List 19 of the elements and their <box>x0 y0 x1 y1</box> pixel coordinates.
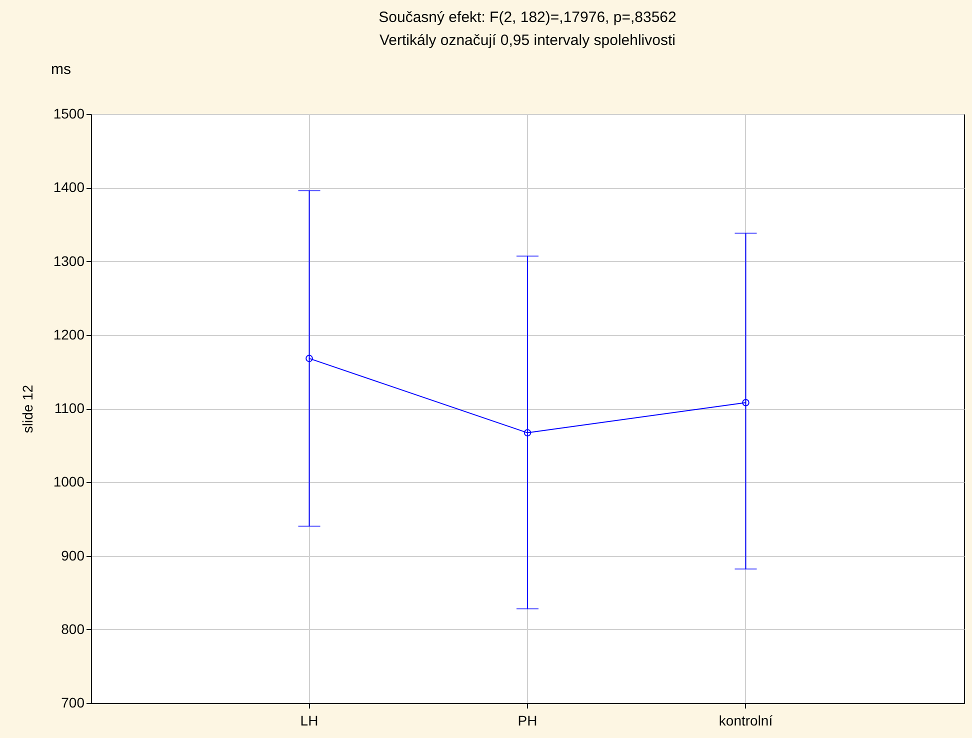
x-tick-label: LH <box>300 712 318 728</box>
chart-subtitle: Vertikály označují 0,95 intervaly spolehlivosti <box>380 32 676 49</box>
y-tick-label: 1100 <box>54 400 85 416</box>
y-tick-label: 1500 <box>53 106 85 122</box>
y-tick-label: 1400 <box>53 179 85 196</box>
y-tick-label: 1300 <box>53 252 85 269</box>
y-tick-label: 1200 <box>53 326 85 342</box>
point <box>742 398 750 406</box>
point <box>524 429 532 436</box>
x-tick-label: PH <box>518 712 538 728</box>
y-tick-label: 1000 <box>53 474 85 490</box>
y-axis-title: slide 12 <box>19 384 36 434</box>
chart-title: Současný efekt: F(2, 182)=,17976, p=,83562 <box>378 9 676 26</box>
y-tick-label: 900 <box>61 547 85 564</box>
y-tick-label: 700 <box>61 694 85 710</box>
x-tick-label: kontrolní <box>718 712 773 728</box>
text: ms <box>51 61 71 78</box>
point <box>306 354 313 362</box>
y-tick-label: 800 <box>61 620 85 637</box>
